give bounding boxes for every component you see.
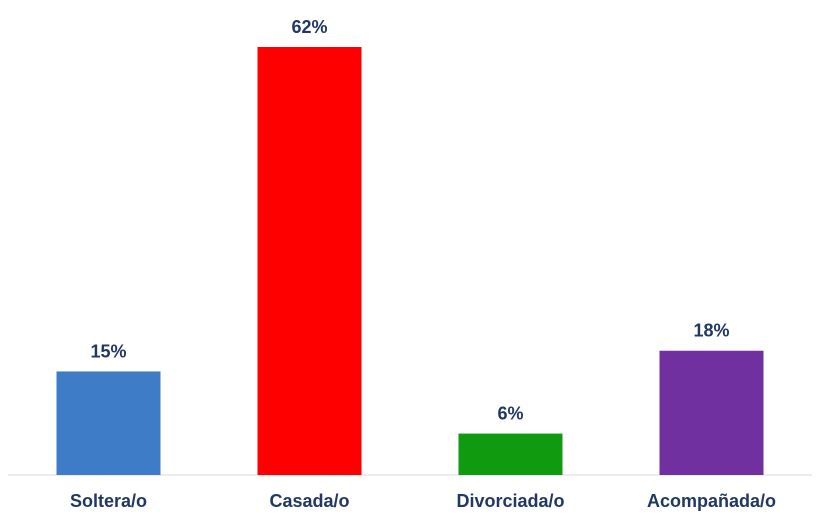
bar-soltera-o	[56, 371, 161, 475]
value-label: 6%	[497, 404, 523, 424]
value-labels-group: 15% 62% 6% 18%	[90, 17, 729, 424]
value-label: 18%	[693, 321, 729, 341]
bar-casada-o	[257, 47, 362, 475]
value-label: 62%	[291, 17, 327, 37]
category-labels-group: Soltera/o Casada/o Divorciada/o Acompañada/…	[70, 491, 776, 511]
category-label: Casada/o	[269, 491, 349, 511]
category-label: Acompañada/o	[647, 491, 776, 511]
category-label: Divorciada/o	[456, 491, 564, 511]
bar-divorciada-o	[458, 433, 563, 475]
bars-group	[56, 47, 764, 475]
bar-acompañada-o	[659, 350, 764, 475]
category-label: Soltera/o	[70, 491, 147, 511]
value-label: 15%	[90, 341, 126, 361]
